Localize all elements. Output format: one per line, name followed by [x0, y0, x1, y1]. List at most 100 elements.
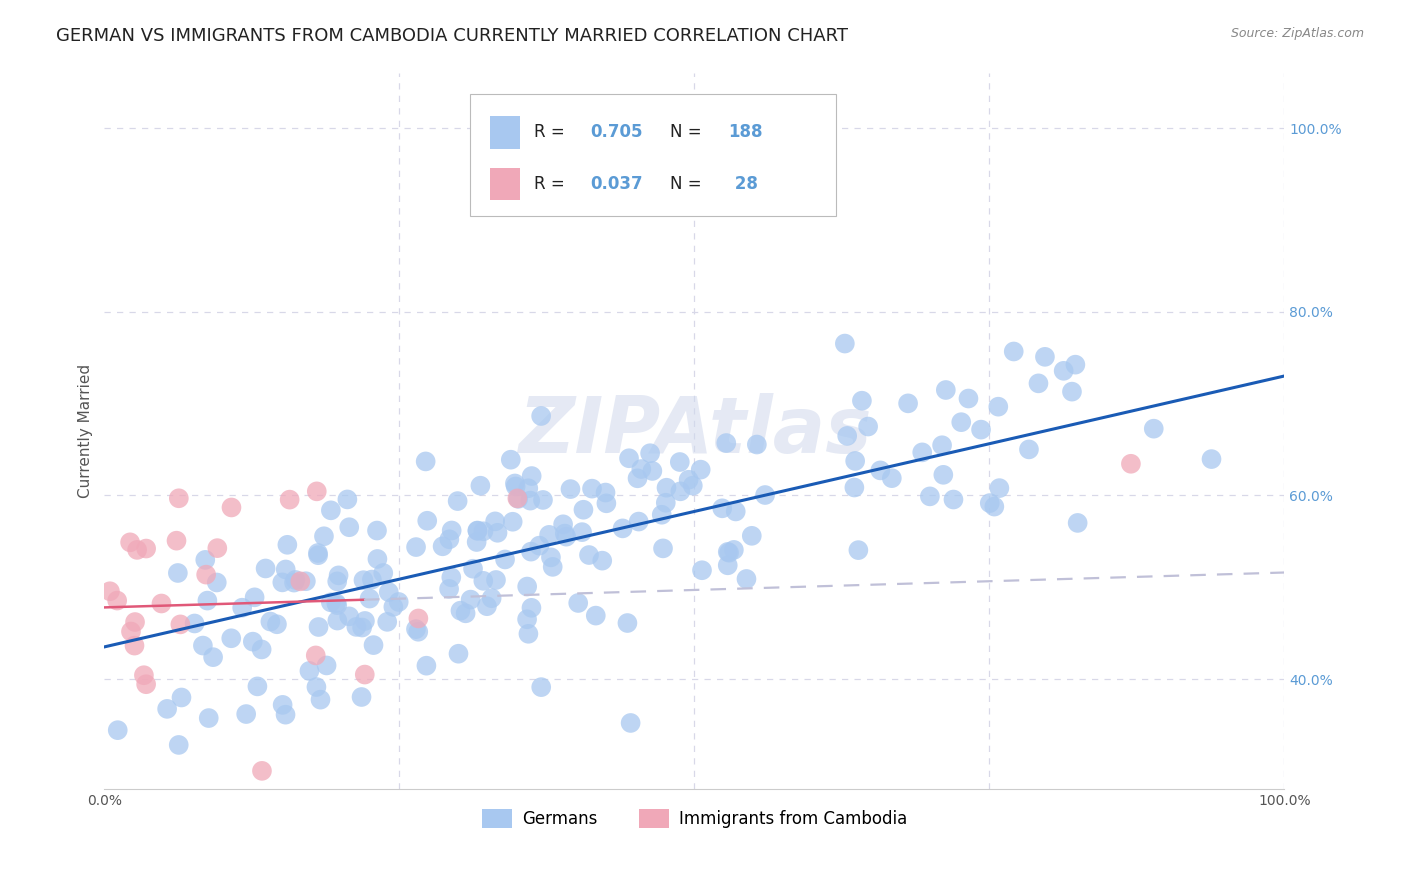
Point: [219, 632, 242, 646]
Point: [572, 502, 595, 516]
Point: [378, 585, 401, 599]
Point: [970, 423, 993, 437]
Point: [942, 492, 965, 507]
Point: [844, 454, 866, 468]
Point: [150, 597, 173, 611]
Point: [328, 568, 350, 582]
Point: [630, 462, 652, 476]
Text: GERMAN VS IMMIGRANTS FROM CAMBODIA CURRENTLY MARRIED CORRELATION CHART: GERMAN VS IMMIGRANTS FROM CAMBODIA CURRE…: [56, 27, 848, 45]
Point: [460, 592, 482, 607]
Point: [167, 738, 190, 752]
Point: [353, 667, 375, 681]
Point: [540, 550, 562, 565]
Point: [844, 481, 866, 495]
Point: [505, 479, 527, 493]
Point: [717, 545, 740, 559]
Point: [271, 575, 294, 590]
Point: [541, 559, 564, 574]
Point: [406, 624, 429, 639]
Point: [259, 615, 281, 629]
Point: [717, 558, 740, 573]
Point: [360, 573, 382, 587]
Point: [851, 393, 873, 408]
Point: [354, 614, 377, 628]
Point: [305, 648, 328, 663]
Point: [1143, 422, 1166, 436]
Point: [416, 514, 439, 528]
Point: [472, 574, 495, 588]
Point: [918, 489, 941, 503]
Point: [837, 429, 859, 443]
Point: [319, 503, 342, 517]
Point: [571, 525, 593, 540]
Point: [415, 658, 437, 673]
Point: [242, 634, 264, 648]
Point: [486, 525, 509, 540]
Point: [669, 455, 692, 469]
Point: [120, 535, 142, 549]
Point: [516, 580, 538, 594]
Point: [516, 612, 538, 626]
Point: [988, 481, 1011, 495]
Point: [1053, 364, 1076, 378]
Point: [195, 567, 218, 582]
Point: [375, 615, 398, 629]
Point: [897, 396, 920, 410]
Point: [932, 467, 955, 482]
Point: [205, 575, 228, 590]
Point: [235, 707, 257, 722]
Point: [156, 702, 179, 716]
Point: [353, 573, 375, 587]
Point: [446, 494, 468, 508]
Point: [344, 620, 367, 634]
Point: [529, 539, 551, 553]
Point: [373, 566, 395, 580]
Point: [506, 491, 529, 506]
Point: [595, 485, 617, 500]
Point: [415, 454, 437, 468]
Point: [957, 392, 980, 406]
Point: [319, 595, 342, 609]
Point: [1066, 516, 1088, 530]
FancyBboxPatch shape: [470, 95, 837, 216]
Point: [617, 451, 640, 466]
Point: [931, 438, 953, 452]
Point: [567, 596, 589, 610]
Point: [366, 524, 388, 538]
Point: [517, 627, 540, 641]
Point: [531, 492, 554, 507]
Point: [530, 680, 553, 694]
Point: [669, 484, 692, 499]
Point: [167, 491, 190, 506]
Point: [105, 593, 128, 607]
Point: [553, 517, 575, 532]
Point: [1033, 350, 1056, 364]
Point: [585, 608, 607, 623]
Point: [655, 481, 678, 495]
Point: [689, 462, 711, 476]
Point: [135, 677, 157, 691]
Point: [465, 524, 488, 538]
Point: [578, 548, 600, 562]
Point: [1119, 457, 1142, 471]
Point: [983, 500, 1005, 514]
Point: [197, 593, 219, 607]
Point: [243, 591, 266, 605]
Point: [440, 570, 463, 584]
Point: [595, 496, 617, 510]
Point: [520, 600, 543, 615]
Point: [250, 764, 273, 778]
Point: [107, 723, 129, 738]
Point: [166, 566, 188, 580]
Point: [305, 484, 328, 499]
Point: [678, 473, 700, 487]
Point: [620, 715, 643, 730]
Point: [1060, 384, 1083, 399]
Point: [718, 546, 741, 560]
Point: [735, 572, 758, 586]
Bar: [491, 168, 520, 200]
Point: [454, 607, 477, 621]
Point: [284, 573, 307, 587]
Point: [166, 533, 188, 548]
Point: [207, 541, 229, 555]
